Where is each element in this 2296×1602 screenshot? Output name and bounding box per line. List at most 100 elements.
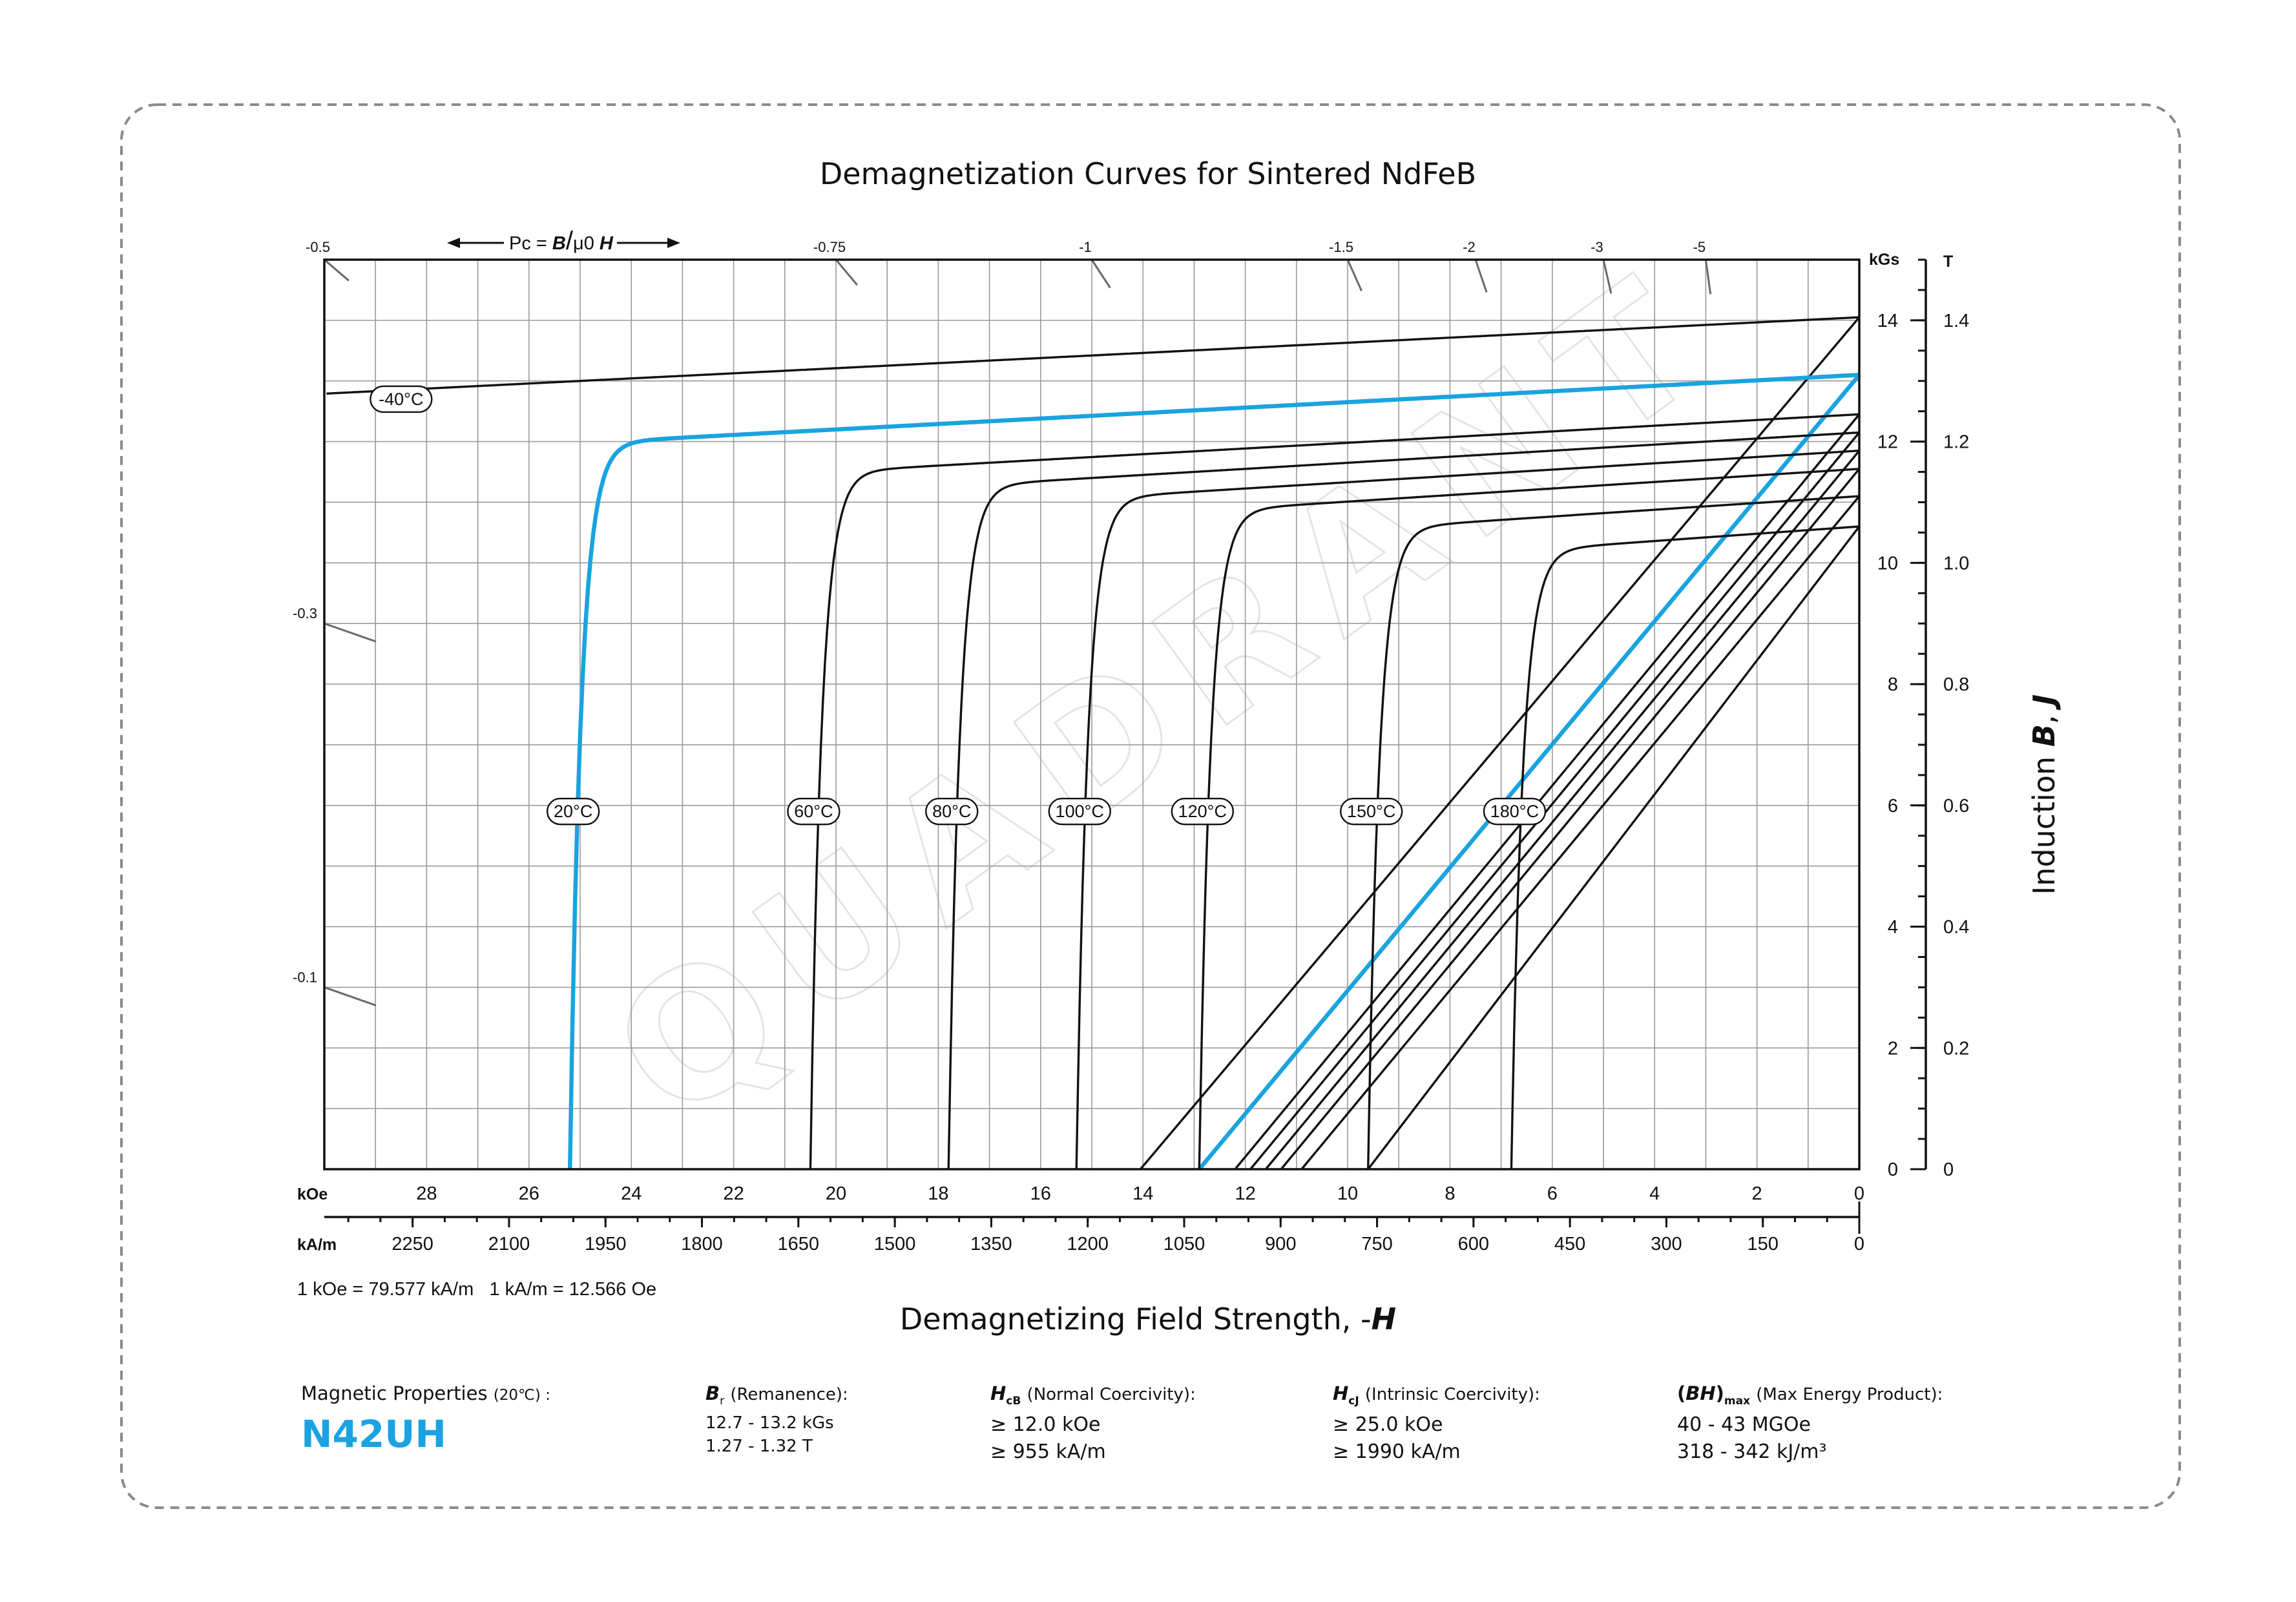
y-tick-label-kgs: 4 bbox=[1888, 917, 1898, 938]
pc-tick-mark bbox=[324, 258, 350, 282]
pc-tick-label: -1 bbox=[1079, 239, 1092, 255]
y-tick-label-t: 0 bbox=[1943, 1160, 1954, 1180]
normal-curve bbox=[1234, 413, 1861, 1170]
x-tick-label-koe: 4 bbox=[1649, 1183, 1660, 1204]
remanence-value-1: 12.7 - 13.2 kGs bbox=[705, 1413, 834, 1433]
x-axis-kam-unit: kA/m bbox=[297, 1236, 337, 1254]
x-axis-koe-unit: kOe bbox=[297, 1185, 328, 1203]
x-tick-label-koe: 28 bbox=[416, 1183, 437, 1204]
series-label-box bbox=[1048, 797, 1111, 826]
intrinsic-curve bbox=[809, 413, 1860, 1170]
pc-lines: -0.5 -0.75 -1 -1.5 -2 -3 -5 -0.3 -0.1 bbox=[293, 239, 1712, 1006]
x-tick-label-kam: 600 bbox=[1458, 1234, 1489, 1254]
x-axis-title-symbol: H bbox=[1372, 1302, 1397, 1337]
y-tick-label-kgs: 10 bbox=[1877, 553, 1898, 574]
x-tick-label-kam: 1200 bbox=[1067, 1234, 1109, 1254]
x-tick-label-kam: 1500 bbox=[874, 1234, 916, 1254]
property-normal-coercivity: HcB (Normal Coercivity): ≥ 12.0 kOe ≥ 95… bbox=[990, 1382, 1196, 1466]
bh-open: ( bbox=[1677, 1382, 1686, 1404]
remanence-sub: r bbox=[720, 1394, 725, 1408]
dashed-frame bbox=[120, 103, 2181, 1509]
y-tick-label-kgs: 8 bbox=[1888, 674, 1898, 695]
pc-tick-label: -0.1 bbox=[293, 969, 317, 985]
y-axis-kgs-unit: kGs bbox=[1869, 251, 1899, 269]
x-tick-label-kam: 750 bbox=[1361, 1234, 1392, 1254]
hcb-symbol: H bbox=[990, 1382, 1007, 1404]
series-label: 60°C bbox=[794, 802, 833, 821]
remanence-symbol: B bbox=[705, 1382, 720, 1404]
normal-curve bbox=[1249, 432, 1861, 1170]
demag-curves bbox=[326, 316, 1860, 1170]
properties-heading-temp: (20℃) : bbox=[493, 1387, 550, 1404]
series-label-box bbox=[1483, 797, 1547, 826]
hcb-value-1: ≥ 12.0 kOe bbox=[990, 1413, 1101, 1436]
series-label: -40°C bbox=[379, 390, 423, 409]
x-axis-title-prefix: Demagnetizing Field Strength, - bbox=[900, 1302, 1372, 1337]
chart-title: Demagnetization Curves for Sintered NdFe… bbox=[820, 156, 1476, 191]
series-labels: -40°C 20°C 60°C 80°C 100°C 120°C 150°C 180°C bbox=[370, 385, 1547, 826]
y-tick-label-kgs: 2 bbox=[1888, 1038, 1898, 1059]
y-tick-label-t: 1.2 bbox=[1943, 432, 1969, 453]
intrinsic-curve bbox=[1075, 450, 1860, 1170]
pc-tick-label: -0.75 bbox=[813, 239, 846, 255]
y-tick-label-t: 0.6 bbox=[1943, 796, 1969, 817]
x-tick-label-koe: 6 bbox=[1547, 1183, 1558, 1204]
property-max-energy-product: (BH)max (Max Energy Product): 40 - 43 MG… bbox=[1677, 1382, 1943, 1466]
pc-tick-mark bbox=[835, 259, 859, 286]
unit-conversion-note: 1 kOe = 79.577 kA/m 1 kA/m = 12.566 Oe bbox=[297, 1279, 656, 1300]
bh-heading: (BH)max (Max Energy Product): bbox=[1677, 1382, 1943, 1408]
grade-name: N42UH bbox=[301, 1412, 446, 1456]
intrinsic-curve bbox=[326, 316, 1860, 395]
intrinsic-curve bbox=[947, 431, 1860, 1170]
y-tick-label-t: 0.4 bbox=[1943, 917, 1969, 938]
bh-name: (Max Energy Product): bbox=[1756, 1385, 1943, 1404]
x-tick-label-koe: 16 bbox=[1030, 1183, 1051, 1204]
hcj-heading: HcJ (Intrinsic Coercivity): bbox=[1333, 1382, 1540, 1408]
y-tick-label-t: 1.4 bbox=[1943, 311, 1969, 331]
remanence-value-2: 1.27 - 1.32 T bbox=[705, 1436, 813, 1456]
x-tick-label-koe: 8 bbox=[1445, 1183, 1455, 1204]
x-axis-title: Demagnetizing Field Strength, -H bbox=[900, 1302, 1396, 1337]
pc-tick-mark bbox=[324, 986, 377, 1006]
y-tick-label-t: 1.0 bbox=[1943, 553, 1969, 574]
hcj-name: (Intrinsic Coercivity): bbox=[1364, 1385, 1540, 1404]
y-axis-ticks: 0 0 2 0.2 4 0.4 6 0.6 8 0.8 10 1.0 12 1.2 14 1.4 bbox=[1877, 258, 1969, 1180]
x-tick-label-kam: 1350 bbox=[970, 1234, 1012, 1254]
series-label-box bbox=[925, 797, 979, 826]
x-tick-label-koe: 18 bbox=[928, 1183, 948, 1204]
x-tick-label-koe: 20 bbox=[826, 1183, 846, 1204]
pc-tick-mark bbox=[324, 622, 377, 643]
pc-tick-label: -3 bbox=[1591, 239, 1603, 255]
normal-curve bbox=[1139, 317, 1861, 1170]
x-tick-label-kam: 300 bbox=[1651, 1234, 1682, 1254]
normal-curve bbox=[1264, 450, 1861, 1170]
pc-tick-mark bbox=[1091, 259, 1111, 289]
x-tick-label-koe: 24 bbox=[621, 1183, 642, 1204]
hcb-value-2: ≥ 955 kA/m bbox=[990, 1440, 1106, 1463]
x-tick-label-kam: 0 bbox=[1854, 1234, 1864, 1254]
hcj-sub: cJ bbox=[1348, 1394, 1359, 1408]
x-tick-label-koe: 22 bbox=[723, 1183, 744, 1204]
properties-heading-block: Magnetic Properties (20℃) : bbox=[301, 1382, 550, 1408]
remanence-name: (Remanence): bbox=[730, 1385, 848, 1404]
watermark-text: QUADRANT bbox=[578, 228, 1754, 1160]
hcj-value-2: ≥ 1990 kA/m bbox=[1333, 1440, 1461, 1463]
pc-tick-label: -5 bbox=[1693, 239, 1706, 255]
bh-sub: max bbox=[1724, 1394, 1751, 1408]
bh-close: ) bbox=[1715, 1382, 1724, 1404]
bh-symbol: BH bbox=[1685, 1382, 1716, 1404]
normal-curve bbox=[1280, 468, 1861, 1170]
hcb-name: (Normal Coercivity): bbox=[1027, 1385, 1196, 1404]
intrinsic-curve bbox=[1510, 525, 1860, 1170]
x-tick-label-kam: 2100 bbox=[488, 1234, 530, 1254]
x-tick-label-kam: 1050 bbox=[1164, 1234, 1205, 1254]
pc-tick-mark bbox=[1602, 259, 1612, 294]
series-label-box bbox=[546, 797, 600, 826]
hcb-sub: cB bbox=[1006, 1394, 1021, 1408]
pc-prefix: Pc = bbox=[509, 233, 552, 254]
property-remanence: Br (Remanence): 12.7 - 13.2 kGs 1.27 - 1… bbox=[705, 1382, 848, 1458]
hcb-heading: HcB (Normal Coercivity): bbox=[990, 1382, 1196, 1408]
x-tick-label-koe: 0 bbox=[1854, 1183, 1864, 1204]
